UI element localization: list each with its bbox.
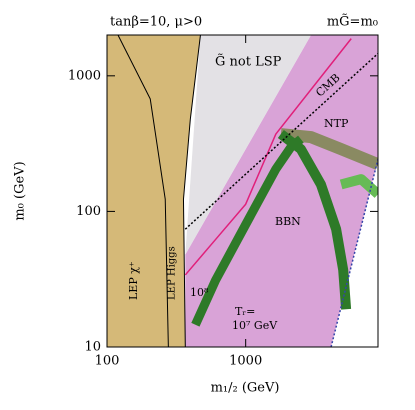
annotation: 10⁷ GeV [232,319,278,332]
y-tick-label: 10 [84,340,101,355]
y-tick-label: 100 [76,204,101,219]
annotation: G̃ not LSP [215,53,282,69]
annotation: Tᵣ= [235,305,255,318]
annotation: LEP χ⁺ [127,261,140,300]
chart-title: tanβ=10, μ>0 [110,15,202,30]
curve [280,128,378,170]
curve [184,52,378,230]
x-tick-label: 100 [95,354,120,369]
y-tick-label: 1000 [68,68,101,83]
region [107,35,201,347]
y-axis-label: m₀ (GeV) [13,161,28,220]
region [185,35,378,347]
curve [184,38,352,276]
annotation: 10⁸ [190,286,209,299]
curve [117,35,169,347]
plot-frame [106,34,379,348]
regions [107,35,378,347]
chart-subtitle: mG̃=m₀ [327,13,378,29]
annotation: BBN [275,215,301,228]
curves [117,35,378,347]
x-tick-label: 1000 [229,354,262,369]
curve [277,130,352,310]
annotation: LEP Higgs [167,246,178,300]
x-axis-label: m₁/₂ (GeV) [211,381,280,396]
annotation: NTP [324,117,349,130]
curve [339,174,378,198]
region [185,35,312,255]
curve [330,158,378,347]
